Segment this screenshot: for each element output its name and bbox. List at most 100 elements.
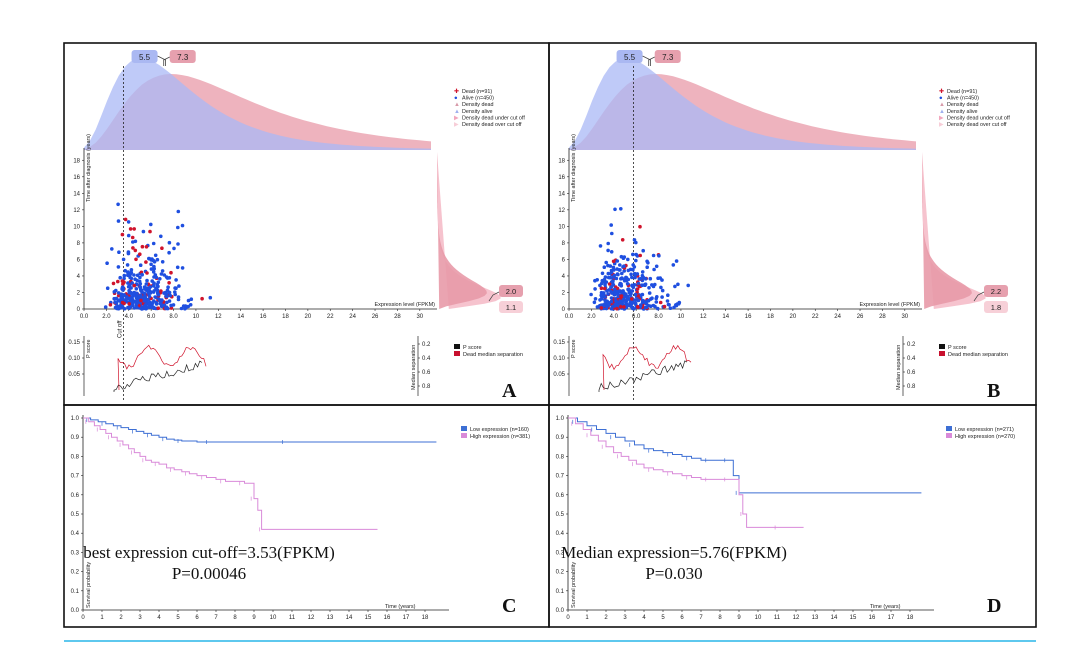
pscore-tick-label: 0.15 [68, 340, 80, 346]
alive-point [126, 220, 131, 224]
alive-point [613, 207, 617, 212]
alive-point [151, 270, 156, 274]
alive-point [183, 304, 188, 308]
legend-marker: ● [454, 96, 458, 102]
legend-marker: ▶ [454, 122, 459, 128]
callout-right-b-box [499, 301, 523, 313]
alive-point [171, 303, 176, 307]
alive-point [627, 288, 631, 293]
alive-point [606, 263, 610, 268]
alive-point [606, 275, 611, 280]
dead-point [116, 293, 121, 298]
alive-point [609, 270, 614, 275]
pscore-legend-swatch [939, 344, 945, 349]
x-tick-label: 16 [384, 615, 391, 621]
panel-c: 0 1 2 3 4 5 6 7 8 9 10 11 12 13 14 15 16 17 180.00.10.20.3… [71, 415, 530, 621]
x-tick-label: 8.0 [654, 314, 663, 320]
alive-point [589, 292, 593, 297]
alive-point [144, 302, 148, 307]
x-tick-label: 4 [642, 615, 646, 621]
callout-right-leader [973, 291, 985, 302]
density-right-dead [437, 152, 487, 309]
x-tick-label: 18 [282, 314, 289, 320]
x-tick-label: 6 [195, 615, 199, 621]
x-tick-label: 4.0 [125, 314, 134, 320]
callout-alive-box [616, 50, 643, 63]
y-tick-label: 1.0 [556, 416, 565, 422]
x-tick-label: 12 [700, 314, 707, 320]
alive-point [677, 302, 681, 306]
pscore-legend-swatch [454, 344, 460, 349]
alive-point [166, 285, 170, 290]
alive-point [180, 223, 185, 228]
legend-label-series-1: High expression (n=270) [955, 434, 1015, 440]
alive-point [167, 250, 171, 255]
density-alive-top [569, 58, 916, 150]
x-tick-label: 7 [214, 615, 218, 621]
alive-point [622, 291, 626, 296]
x-tick-label: 16 [745, 314, 752, 320]
x-tick-label: 13 [327, 615, 334, 621]
x-tick-label: 24 [834, 314, 841, 320]
y-tick-label: 0.6 [71, 493, 80, 499]
y-tick-label: 18 [73, 158, 80, 164]
alive-point [632, 265, 637, 269]
alive-point [162, 303, 167, 307]
dead-point [611, 259, 616, 264]
y-tick-label: 16 [558, 175, 565, 181]
dead-point [145, 271, 149, 275]
density-right-dead [922, 152, 972, 309]
legend-swatch-series-1 [461, 433, 467, 438]
alive-point [632, 238, 637, 242]
dead-point [133, 248, 138, 253]
x-tick-label: 10 [193, 314, 200, 320]
alive-point [644, 305, 649, 310]
alive-point [134, 302, 139, 306]
alive-point [134, 287, 139, 291]
pscore-tick-label: 0.10 [553, 356, 565, 362]
alive-point [124, 296, 129, 301]
median-legend-label: Dead median separation [948, 352, 1008, 358]
alive-point [632, 271, 637, 276]
alive-point [614, 276, 619, 281]
cutoff-label: Cut off [118, 320, 124, 338]
alive-point [620, 271, 624, 276]
alive-point [686, 283, 690, 288]
y-tick-label: 0.0 [71, 608, 80, 614]
callout-right-b: 1.1 [506, 303, 516, 312]
alive-point [176, 209, 181, 214]
dead-point [123, 217, 128, 222]
pscore-ylabel: P score [86, 339, 92, 358]
panel-d: 0 1 2 3 4 5 6 7 8 9 10 11 12 13 14 15 16 17 180.00.10.20.3… [556, 415, 1015, 621]
density-right-light [437, 152, 501, 309]
dead-point [134, 257, 138, 262]
alive-point [653, 282, 657, 287]
alive-point [604, 300, 609, 305]
x-tick-label: 12 [308, 615, 315, 621]
alive-point [160, 269, 165, 273]
alive-point [156, 280, 161, 285]
alive-point [609, 250, 614, 254]
alive-point [612, 287, 617, 292]
alive-point [609, 299, 614, 304]
alive-point [668, 306, 673, 311]
dead-point [638, 253, 642, 258]
alive-point [150, 279, 154, 283]
dead-point [618, 305, 623, 309]
alive-point [139, 293, 143, 298]
alive-point [625, 282, 630, 286]
y-tick-label: 0.2 [556, 570, 565, 576]
alive-point [650, 296, 654, 301]
pscore-tick-label: 0.15 [553, 340, 565, 346]
callout-right-a: 2.0 [506, 287, 516, 296]
dead-point [156, 306, 160, 311]
dead-point [602, 286, 607, 291]
y-tick-label: 0.3 [71, 550, 80, 556]
legend-marker: ▲ [939, 102, 945, 108]
legend-label-series-0: Low expression (n=160) [470, 427, 529, 433]
dead-point [658, 300, 663, 305]
panel-d-frame [548, 404, 1037, 628]
alive-point [147, 301, 152, 306]
alive-point [602, 280, 607, 284]
